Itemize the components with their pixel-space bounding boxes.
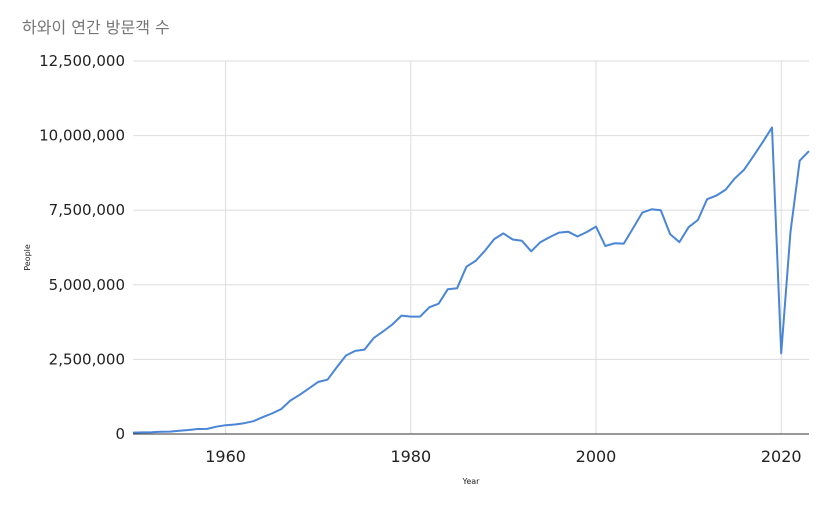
x-tick-label: 1960	[205, 447, 246, 466]
y-tick-label: 7,500,000	[49, 201, 125, 219]
y-tick-label: 10,000,000	[39, 127, 125, 145]
x-tick-label: 1980	[390, 447, 431, 466]
y-tick-label: 2,500,000	[49, 350, 125, 368]
grid-lines	[133, 60, 809, 434]
y-tick-label: 5,000,000	[49, 276, 125, 294]
y-tick-label: 0	[115, 425, 125, 443]
x-axis-label: Year	[462, 477, 481, 486]
chart-title: 하와이 연간 방문객 수	[22, 18, 170, 37]
x-axis-ticks: 1960 1980 2000 2020	[205, 447, 801, 466]
y-axis-ticks: 0 2,500,000 5,000,000 7,500,000 10,000,000 12…	[39, 52, 125, 443]
x-tick-label: 2000	[576, 447, 617, 466]
series-line-visitors	[132, 126, 810, 434]
x-tick-label: 2020	[761, 447, 802, 466]
y-tick-label: 12,500,000	[39, 52, 125, 70]
y-axis-label: People	[23, 244, 32, 271]
